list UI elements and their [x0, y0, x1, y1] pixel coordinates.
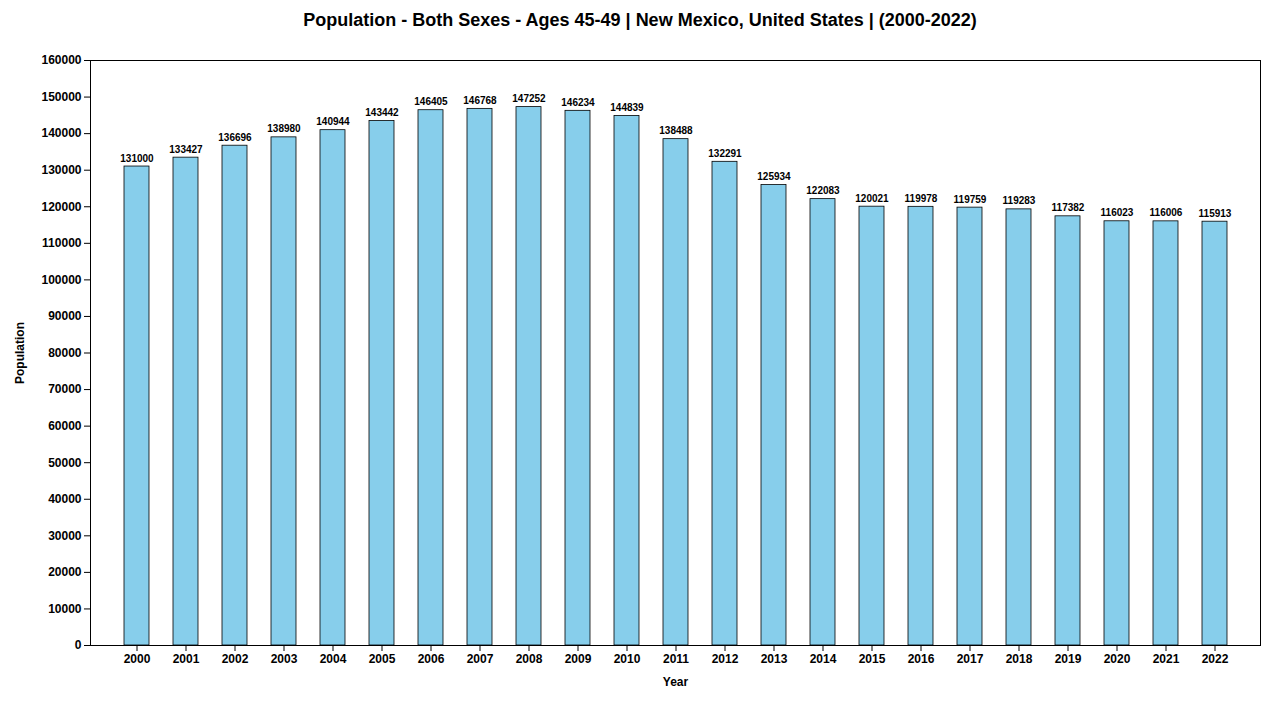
svg-text:2000: 2000: [124, 652, 151, 666]
svg-text:138980: 138980: [267, 123, 301, 134]
svg-text:140944: 140944: [316, 116, 350, 127]
svg-text:2006: 2006: [418, 652, 445, 666]
svg-text:119978: 119978: [905, 193, 938, 204]
svg-text:30000: 30000: [48, 529, 82, 543]
svg-text:80000: 80000: [48, 346, 82, 360]
svg-text:2010: 2010: [614, 652, 641, 666]
svg-text:100000: 100000: [41, 273, 81, 287]
svg-text:2003: 2003: [271, 652, 298, 666]
svg-text:2020: 2020: [1104, 652, 1131, 666]
svg-text:2002: 2002: [222, 652, 249, 666]
svg-text:140000: 140000: [41, 126, 81, 140]
svg-text:2012: 2012: [712, 652, 739, 666]
html-text:Population - Both Sexes - Ages: Population - Both Sexes - Ages 45-49 | N…: [303, 10, 977, 30]
svg-text:125934: 125934: [757, 171, 791, 182]
svg-text:146405: 146405: [414, 96, 448, 107]
svg-text:2019: 2019: [1055, 652, 1082, 666]
svg-text:116023: 116023: [1101, 207, 1134, 218]
svg-text:60000: 60000: [48, 419, 82, 433]
svg-text:119759: 119759: [954, 194, 987, 205]
svg-text:138488: 138488: [659, 125, 693, 136]
svg-text:117382: 117382: [1052, 202, 1085, 213]
svg-text:2015: 2015: [859, 652, 886, 666]
svg-text:2013: 2013: [761, 652, 788, 666]
svg-text:110000: 110000: [42, 236, 82, 250]
svg-text:115913: 115913: [1199, 208, 1232, 219]
svg-text:146768: 146768: [463, 95, 497, 106]
svg-text:120000: 120000: [41, 200, 81, 214]
svg-text:2011: 2011: [663, 652, 689, 666]
svg-text:143442: 143442: [365, 107, 399, 118]
svg-text:0: 0: [75, 638, 82, 652]
svg-text:122083: 122083: [806, 185, 840, 196]
svg-text:50000: 50000: [48, 456, 82, 470]
svg-text:70000: 70000: [48, 382, 82, 396]
svg-text:2021: 2021: [1153, 652, 1180, 666]
svg-text:2008: 2008: [516, 652, 543, 666]
svg-text:40000: 40000: [48, 492, 82, 506]
svg-text:2022: 2022: [1202, 652, 1229, 666]
svg-text:119283: 119283: [1003, 195, 1036, 206]
svg-text:147252: 147252: [512, 93, 546, 104]
svg-text:144839: 144839: [610, 102, 644, 113]
svg-text:20000: 20000: [48, 565, 82, 579]
svg-text:2014: 2014: [810, 652, 837, 666]
svg-text:2009: 2009: [565, 652, 592, 666]
svg-text:90000: 90000: [48, 309, 82, 323]
svg-text:130000: 130000: [41, 163, 81, 177]
svg-text:Year: Year: [663, 675, 689, 689]
svg-text:136696: 136696: [218, 132, 252, 143]
svg-text:150000: 150000: [41, 90, 81, 104]
svg-text:132291: 132291: [708, 148, 742, 159]
svg-text:146234: 146234: [561, 97, 595, 108]
svg-text:131000: 131000: [120, 153, 154, 164]
svg-text:2018: 2018: [1006, 652, 1033, 666]
svg-text:Population: Population: [13, 322, 27, 384]
svg-text:2005: 2005: [369, 652, 396, 666]
svg-text:133427: 133427: [169, 144, 203, 155]
svg-text:2007: 2007: [467, 652, 494, 666]
svg-text:120021: 120021: [855, 193, 889, 204]
svg-text:116006: 116006: [1150, 207, 1183, 218]
svg-text:2016: 2016: [908, 652, 935, 666]
svg-text:2017: 2017: [957, 652, 984, 666]
svg-text:160000: 160000: [41, 53, 81, 67]
svg-text:10000: 10000: [48, 602, 82, 616]
svg-text:2001: 2001: [173, 652, 200, 666]
svg-text:2004: 2004: [320, 652, 347, 666]
